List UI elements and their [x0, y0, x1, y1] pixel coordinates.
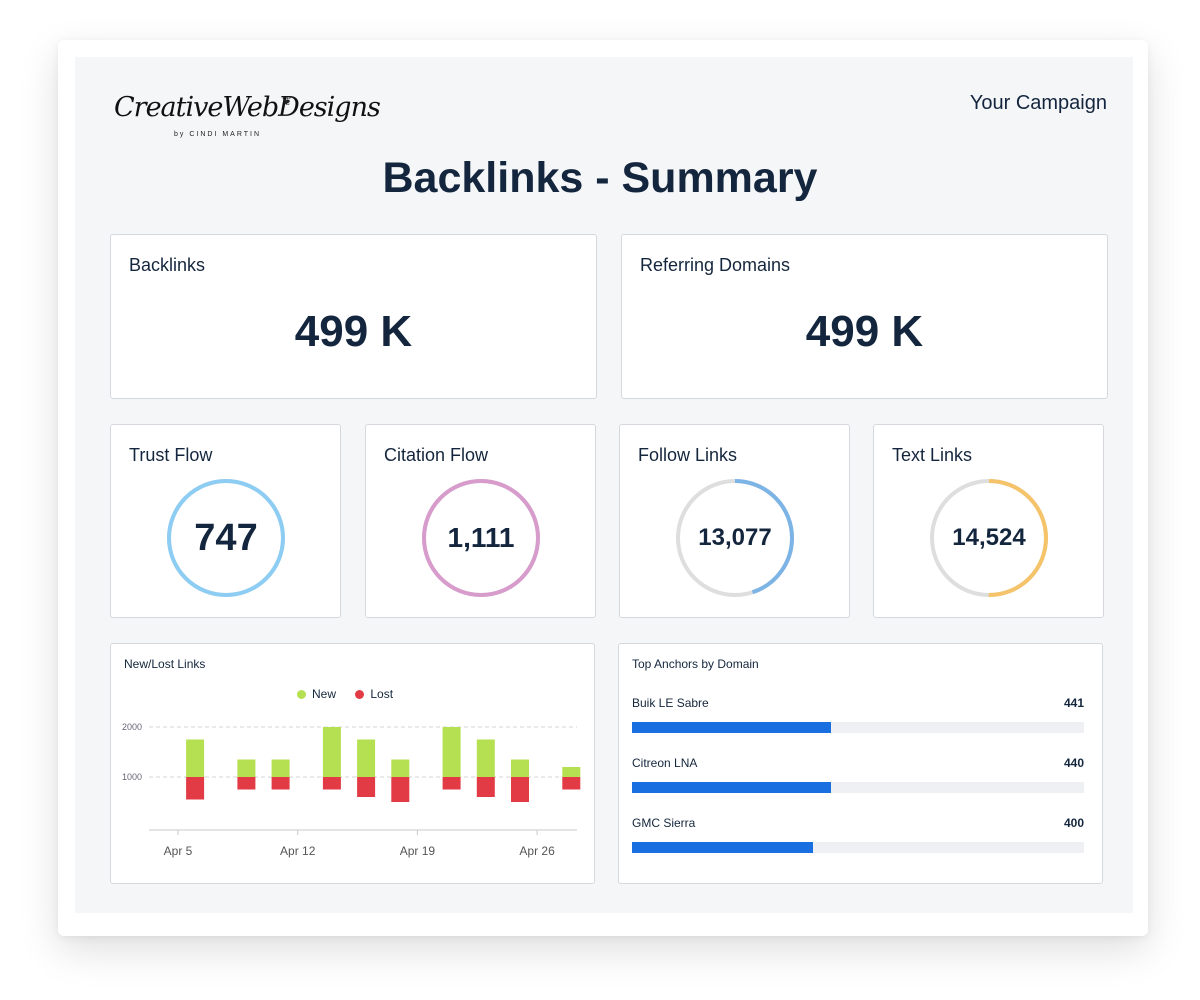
anchor-row: GMC Sierra 400: [632, 816, 1084, 856]
ring-value: 1,111: [447, 522, 515, 553]
anchor-bar-track: [632, 722, 1084, 733]
anchor-bar-fill: [632, 842, 813, 853]
anchor-name: Buik LE Sabre: [632, 696, 709, 710]
top-anchors-card: Top Anchors by Domain Buik LE Sabre 441 …: [618, 643, 1103, 884]
ring-card-trust-flow: Trust Flow 747: [110, 424, 341, 618]
campaign-name: Your Campaign: [969, 92, 1107, 114]
anchor-bar-track: [632, 842, 1084, 853]
y-tick-label: 2000: [122, 722, 142, 732]
bar-new: [322, 727, 341, 777]
page-title: Backlinks - Summary: [382, 154, 818, 202]
ring-gauge: 13,077: [674, 477, 796, 599]
ring-value: 14,524: [952, 524, 1026, 551]
new-lost-links-card: New/Lost Links New Lost 2000 1000 Apr 5 Apr…: [110, 643, 595, 884]
bar-new: [476, 739, 495, 777]
y-tick-label: 1000: [122, 772, 142, 782]
ring-progress: [676, 479, 794, 597]
x-tick-label: Apr 5: [164, 844, 193, 858]
bar-lost: [271, 777, 290, 790]
ring-label: Citation Flow: [384, 445, 489, 465]
bar-lost: [511, 777, 529, 802]
ring-card-citation-flow: Citation Flow 1,111: [365, 424, 596, 618]
legend-lost-label: Lost: [370, 686, 394, 701]
anchor-bar-fill: [632, 782, 831, 793]
ring-progress: [930, 479, 1048, 597]
chart-title: New/Lost Links: [124, 657, 206, 671]
kpi-value: 499 K: [805, 307, 924, 356]
ring-value: 13,077: [698, 524, 772, 551]
anchor-row: Buik LE Sabre 441: [632, 696, 1084, 736]
anchor-count: 440: [1063, 756, 1084, 770]
anchor-count: 441: [1063, 696, 1084, 710]
ring-label: Trust Flow: [129, 445, 213, 465]
bar-new: [442, 727, 461, 777]
logo-script: CreativeWebDesigns: [114, 92, 381, 123]
anchors-title: Top Anchors by Domain: [632, 657, 759, 671]
x-tick-label: Apr 12: [280, 844, 316, 858]
bar-new: [562, 767, 581, 777]
bar-new: [271, 759, 290, 777]
ring-gauge: 14,524: [928, 477, 1050, 599]
ring-progress: [167, 479, 285, 597]
kpi-card-backlinks: Backlinks 499 K: [110, 234, 597, 399]
kpi-value: 499 K: [294, 307, 413, 356]
bar-lost: [562, 777, 581, 790]
ring-card-text-links: Text Links 14,524: [873, 424, 1104, 618]
butterfly-icon: ❦: [282, 94, 293, 108]
bar-lost: [391, 777, 410, 802]
anchor-name: Citreon LNA: [632, 756, 698, 770]
legend-new[interactable]: New: [297, 687, 336, 701]
bar-new: [357, 739, 376, 777]
bar-lost: [476, 777, 495, 797]
legend-new-label: New: [312, 686, 337, 701]
ring-card-follow-links: Follow Links 13,077: [619, 424, 850, 618]
bar-lost: [322, 777, 341, 790]
bar-lost: [442, 777, 461, 790]
anchor-bar-fill: [632, 722, 832, 733]
bar-new: [237, 759, 256, 777]
legend-lost[interactable]: Lost: [355, 687, 393, 701]
company-logo: CreativeWebDesigns ❦ by CINDI MARTIN: [114, 92, 381, 146]
bar-lost: [237, 777, 256, 790]
ring-gauge: 1,111: [420, 477, 542, 599]
anchor-count: 400: [1063, 816, 1084, 830]
kpi-label: Backlinks: [129, 255, 206, 275]
ring-value: 747: [194, 517, 258, 559]
new-lost-bar-chart: 2000 1000 Apr 5 Apr 12 Apr 19 Apr 26: [122, 722, 581, 858]
anchor-bar-track: [632, 782, 1084, 793]
kpi-label: Referring Domains: [640, 255, 791, 275]
ring-label: Text Links: [892, 445, 973, 465]
bar-new: [186, 739, 205, 777]
bar-lost: [357, 777, 376, 797]
ring-progress: [422, 479, 540, 597]
bar-lost: [186, 777, 205, 800]
bar-new: [511, 759, 529, 777]
kpi-card-referring-domains: Referring Domains 499 K: [621, 234, 1108, 399]
chart-legend: New Lost: [297, 686, 409, 701]
logo-subtitle: by CINDI MARTIN: [174, 131, 262, 138]
anchor-row: Citreon LNA 440: [632, 756, 1084, 796]
ring-gauge: 747: [165, 477, 287, 599]
ring-label: Follow Links: [638, 445, 738, 465]
bar-new: [391, 759, 410, 777]
x-tick-label: Apr 19: [400, 844, 436, 858]
anchor-name: GMC Sierra: [632, 816, 696, 830]
x-tick-label: Apr 26: [519, 844, 555, 858]
